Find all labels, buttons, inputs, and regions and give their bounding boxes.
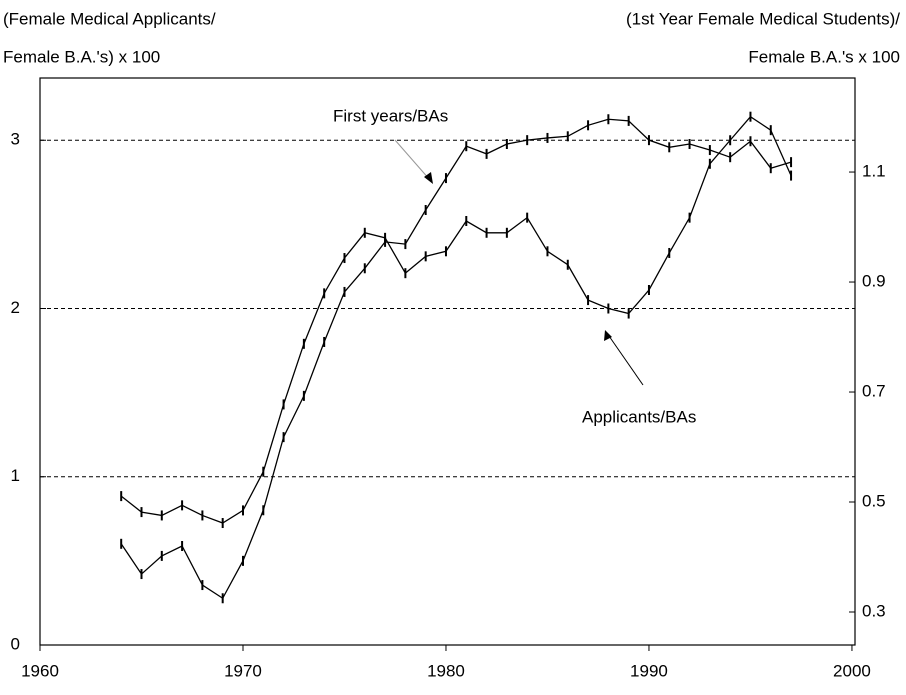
annotation-arrow — [608, 335, 644, 386]
y-axis-title: Female B.A.'s) x 100 — [3, 47, 160, 66]
y2-tick-label: 0.9 — [862, 272, 886, 291]
plot-frame — [39, 77, 856, 646]
series-line — [120, 118, 792, 600]
series-line — [120, 115, 792, 524]
series-label: First years/BAs — [333, 106, 448, 125]
series-label: Applicants/BAs — [582, 407, 696, 426]
y2-axis-title: Female B.A.'s x 100 — [748, 47, 900, 66]
x-tick-label: 1960 — [21, 661, 59, 680]
y-tick-label: 3 — [11, 130, 20, 149]
arrow-head — [424, 172, 433, 184]
y-tick-label: 1 — [11, 466, 20, 485]
y-tick-label: 2 — [11, 298, 20, 317]
x-tick-label: 2000 — [833, 661, 871, 680]
y2-axis-title: (1st Year Female Medical Students)/ — [626, 9, 900, 28]
arrow-head — [604, 330, 612, 341]
x-tick-label: 1990 — [630, 661, 668, 680]
x-tick-label: 1970 — [224, 661, 262, 680]
y2-tick-label: 0.7 — [862, 382, 886, 401]
x-tick-label: 1980 — [427, 661, 465, 680]
y2-tick-label: 1.1 — [862, 162, 886, 181]
y2-tick-label: 0.3 — [862, 601, 886, 620]
annotation-arrow — [394, 139, 431, 181]
y-tick-label: 0 — [11, 634, 20, 653]
y2-tick-label: 0.5 — [862, 491, 886, 510]
y-axis-title: (Female Medical Applicants/ — [3, 9, 216, 28]
